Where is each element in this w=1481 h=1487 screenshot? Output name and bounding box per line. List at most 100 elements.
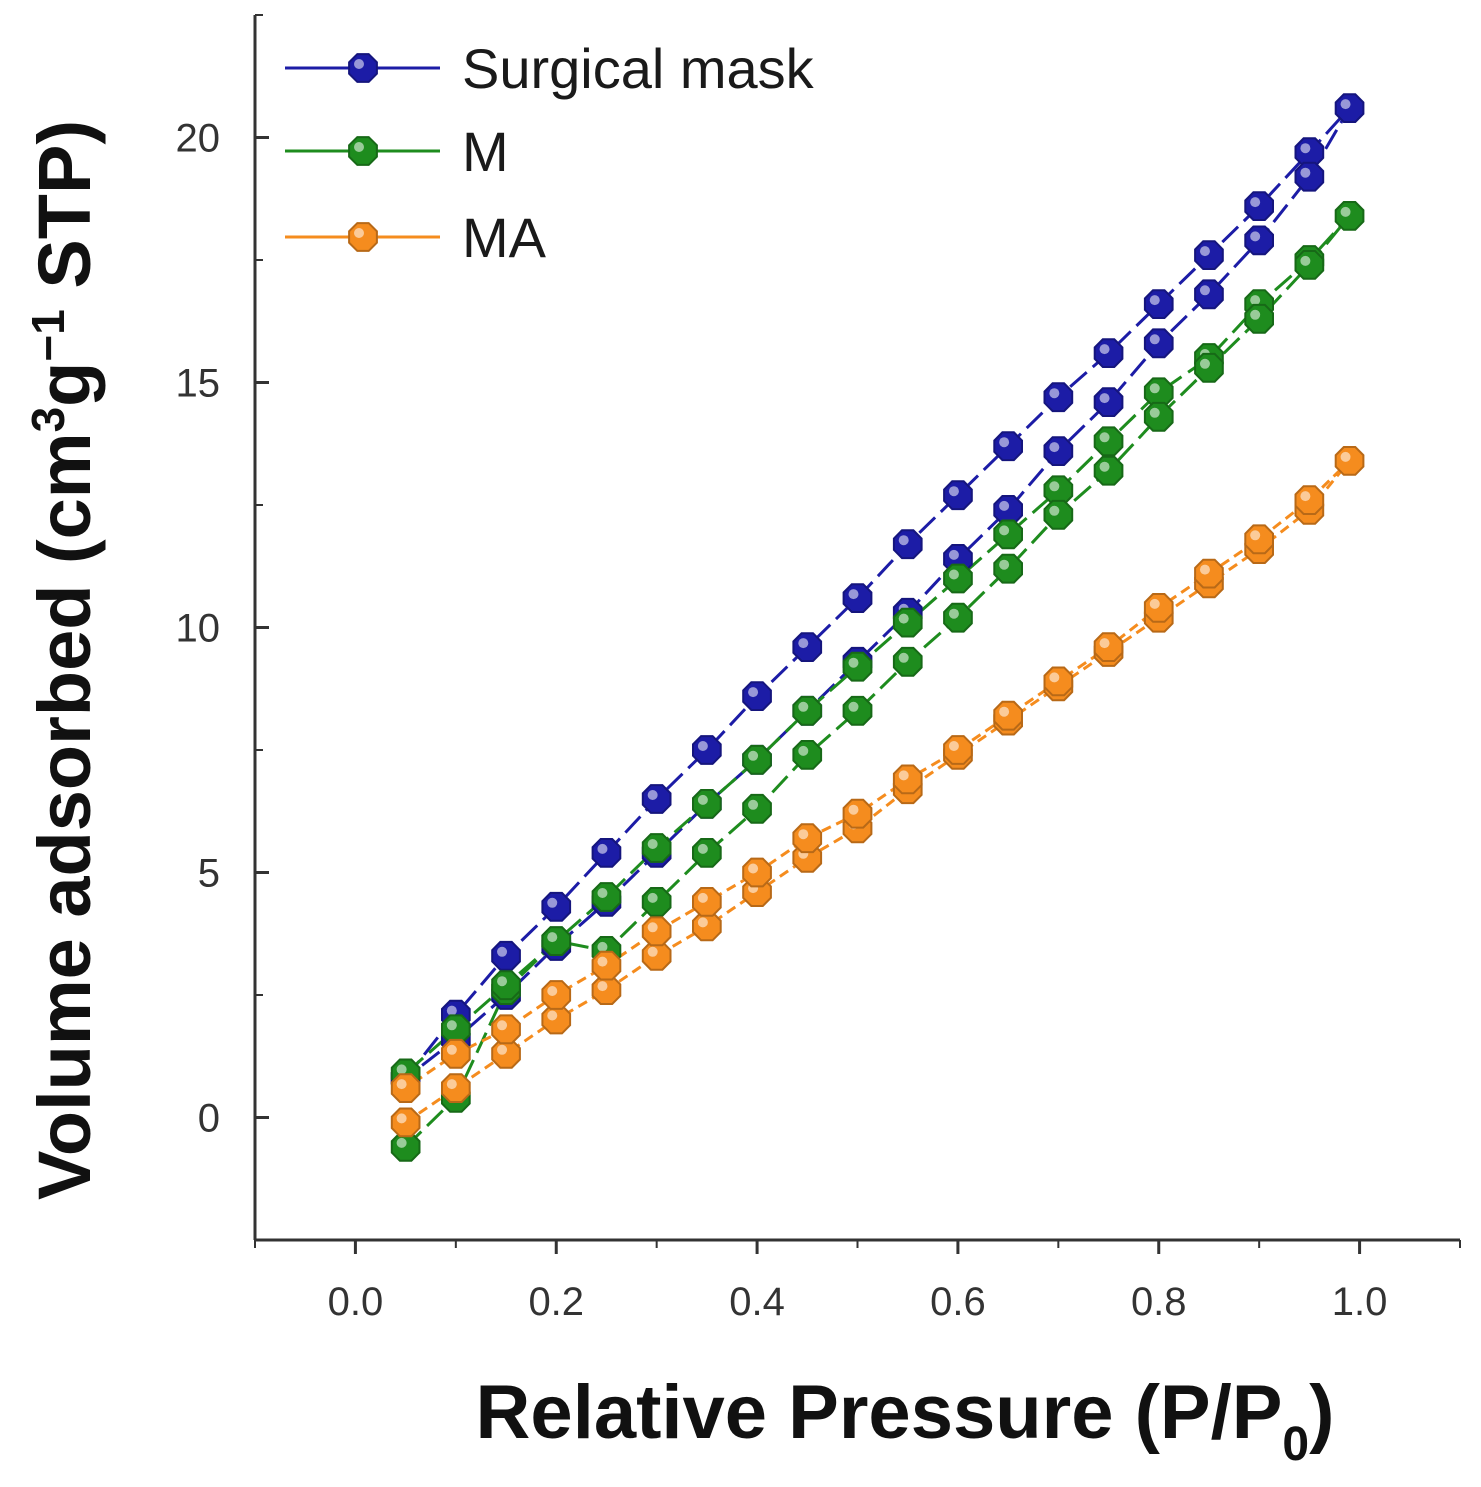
data-point-surgical-mask-25 [1043, 436, 1074, 466]
x-tick-label-4: 0.8 [1131, 1280, 1187, 1324]
y-tick-label-4: 20 [176, 117, 221, 161]
data-point-ma-21 [1244, 524, 1274, 555]
data-point-ma-33 [641, 916, 672, 947]
data-point-m-23 [1143, 401, 1174, 432]
data-point-m-5 [641, 833, 672, 863]
data-point-surgical-mask-23 [1143, 328, 1174, 359]
data-point-m-20 [1294, 250, 1325, 280]
data-point-ma-36 [491, 1014, 521, 1045]
y-axis-title-end: STP) [23, 120, 106, 309]
data-point-m-11 [943, 563, 973, 594]
legend-item-ma: MA [285, 206, 547, 269]
x-axis-title-main: Relative Pressure (P/P [476, 1370, 1283, 1455]
data-point-surgical-mask-9 [842, 583, 873, 613]
data-point-ma-29 [842, 798, 873, 829]
y-axis-title-superscript-1: 3 [22, 407, 74, 433]
data-point-ma-22 [1194, 558, 1224, 589]
x-tick-label-1: 0.2 [528, 1280, 584, 1324]
data-point-surgical-mask-21 [1244, 225, 1274, 256]
data-point-m-33 [641, 887, 672, 917]
data-point-surgical-mask-16 [1194, 240, 1224, 270]
data-point-surgical-mask-13 [1043, 382, 1074, 413]
x-tick-label-3: 0.6 [930, 1280, 986, 1324]
data-point-ma-19 [1334, 446, 1365, 476]
data-point-m-10 [892, 607, 923, 638]
data-point-ma-6 [692, 911, 722, 942]
y-tick-label-3: 15 [176, 362, 221, 406]
data-point-ma-31 [742, 857, 772, 888]
x-axis-title-subscript: 0 [1282, 1418, 1309, 1471]
data-point-ma-28 [892, 764, 923, 795]
data-point-surgical-mask-10 [892, 529, 923, 560]
data-point-surgical-mask-6 [692, 735, 722, 765]
y-tick-label-2: 10 [176, 607, 221, 651]
data-point-ma-0 [390, 1107, 421, 1138]
data-point-ma-37 [441, 1038, 471, 1069]
data-point-m-31 [742, 793, 772, 824]
data-point-ma-30 [792, 823, 823, 854]
x-tick-label-5: 1.0 [1332, 1280, 1388, 1324]
data-point-ma-3 [541, 1004, 572, 1035]
data-point-ma-27 [943, 735, 973, 765]
data-point-m-4 [591, 882, 622, 912]
data-point-m-26 [993, 553, 1023, 584]
y-axis-title-superscript-2: −1 [22, 309, 74, 361]
data-point-ma-34 [591, 950, 622, 981]
data-point-ma-35 [541, 980, 572, 1010]
data-point-m-32 [692, 838, 722, 868]
x-axis-title: Relative Pressure (P/P0) [476, 1370, 1335, 1471]
data-point-surgical-mask-2 [491, 940, 521, 971]
data-point-m-21 [1244, 303, 1274, 334]
legend: Surgical mask M MA [285, 37, 815, 269]
data-point-m-24 [1093, 455, 1124, 486]
data-point-m-28 [892, 646, 923, 677]
data-point-surgical-mask-19 [1334, 93, 1365, 123]
legend-marker-m [348, 136, 378, 166]
data-point-m-8 [792, 695, 823, 726]
y-axis-title-mid: g [23, 362, 106, 407]
data-point-surgical-mask-26 [993, 495, 1023, 525]
data-point-ma-2 [491, 1038, 521, 1069]
y-axis-title: Volume adsorbed (cm3g−1 STP) [22, 120, 106, 1200]
data-point-surgical-mask-8 [792, 632, 823, 662]
data-point-m-7 [742, 744, 772, 775]
data-point-ma-5 [641, 940, 672, 971]
data-point-ma-24 [1093, 632, 1124, 662]
x-axis-title-close: ) [1309, 1370, 1334, 1455]
data-point-m-14 [1093, 426, 1124, 457]
data-point-m-12 [993, 519, 1023, 550]
legend-label-m: M [462, 120, 509, 183]
y-tick-label-1: 5 [198, 852, 220, 896]
data-point-m-6 [692, 789, 722, 819]
data-point-m-27 [943, 602, 973, 633]
data-point-surgical-mask-7 [742, 681, 772, 711]
legend-item-m: M [285, 120, 509, 183]
legend-marker-ma [348, 222, 378, 252]
series-markers-layer [390, 93, 1365, 1162]
x-tick-label-2: 0.4 [729, 1280, 785, 1324]
data-point-surgical-mask-5 [641, 784, 672, 814]
data-point-ma-1 [441, 1073, 471, 1103]
data-point-surgical-mask-3 [541, 891, 572, 922]
data-point-ma-25 [1043, 666, 1074, 697]
data-point-surgical-mask-17 [1244, 191, 1274, 221]
data-point-m-36 [491, 970, 521, 1001]
data-point-surgical-mask-11 [943, 480, 973, 511]
x-axis-ticks: 0.0 0.2 0.4 0.6 0.8 1.0 [254, 1240, 1461, 1324]
data-point-ma-26 [993, 700, 1023, 731]
data-point-surgical-mask-20 [1294, 161, 1325, 192]
data-point-ma-32 [692, 887, 722, 917]
data-point-surgical-mask-4 [591, 838, 622, 868]
data-point-m-29 [842, 695, 873, 726]
data-point-ma-38 [390, 1073, 421, 1103]
data-point-ma-23 [1143, 593, 1174, 623]
data-point-m-30 [792, 740, 823, 770]
data-point-m-37 [441, 1014, 471, 1045]
data-point-m-0 [390, 1132, 421, 1162]
data-point-surgical-mask-22 [1194, 279, 1224, 310]
y-axis-title-main: Volume adsorbed (cm [23, 432, 106, 1200]
legend-label-surgical-mask: Surgical mask [462, 37, 815, 100]
data-point-m-35 [541, 926, 572, 956]
data-point-m-25 [1043, 499, 1074, 530]
